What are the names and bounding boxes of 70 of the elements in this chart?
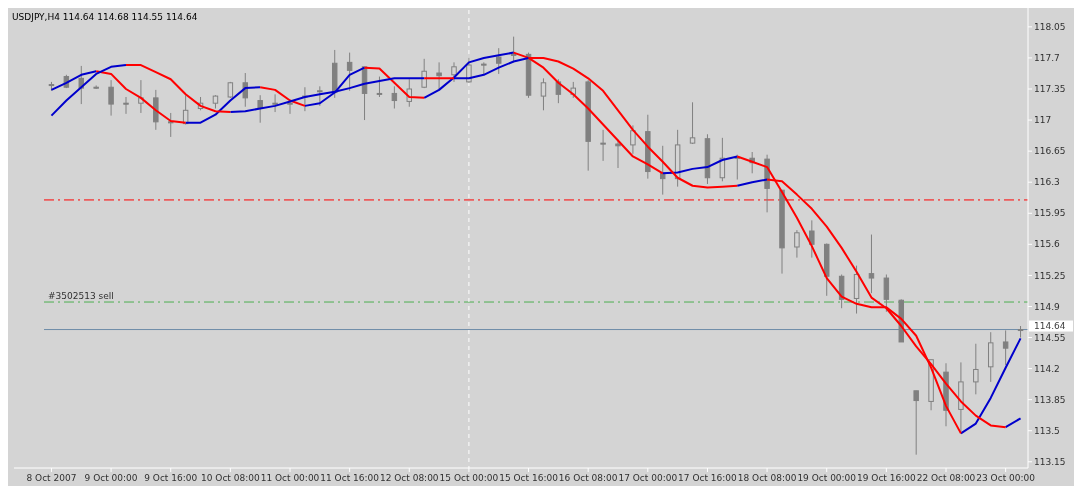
x-tick-label: 23 Oct 00:00: [976, 473, 1036, 483]
x-tick-label: 22 Oct 08:00: [916, 473, 976, 483]
candlestick: [1002, 329, 1009, 366]
candlestick: [883, 274, 890, 313]
candlestick: [809, 219, 815, 259]
y-tick-label: 113.85: [1034, 394, 1066, 405]
candlestick: [987, 331, 994, 383]
ref-line-label: 114.64: [1034, 321, 1066, 332]
candlestick: [973, 343, 979, 395]
candlestick: [555, 78, 562, 104]
candlestick: [376, 76, 383, 98]
candlestick: [138, 79, 144, 114]
candlestick: [257, 94, 263, 124]
candlestick: [391, 85, 398, 110]
y-tick-label: 114.55: [1034, 332, 1066, 343]
candlestick: [108, 79, 114, 117]
candlestick: [630, 124, 636, 155]
y-tick-label: 117: [1034, 115, 1052, 126]
candlestick: [719, 137, 726, 182]
y-tick-label: 113.15: [1034, 456, 1066, 467]
x-tick-label: 17 Oct 00:00: [618, 473, 678, 483]
candlestick: [182, 94, 189, 125]
x-tick-label: 11 Oct 16:00: [320, 473, 380, 483]
candlestick: [346, 52, 353, 92]
y-tick-label: 115.95: [1034, 208, 1066, 219]
x-tick-label: 16 Oct 08:00: [558, 473, 618, 483]
candlestick: [615, 139, 621, 169]
chart-title: USDJPY,H4 114.64 114.68 114.55 114.64: [12, 12, 198, 22]
candlestick: [436, 61, 442, 90]
y-tick-label: 118.05: [1034, 22, 1066, 33]
ref-line-label: #3502513 sell: [48, 291, 114, 302]
candlestick: [540, 77, 547, 111]
candlestick: [317, 85, 323, 107]
x-tick-label: 9 Oct 00:00: [84, 473, 138, 483]
y-tick-label: 117.35: [1034, 84, 1066, 95]
y-tick-label: 113.5: [1034, 425, 1060, 436]
y-tick-label: 116.65: [1034, 146, 1066, 157]
candlestick: [78, 65, 85, 105]
y-tick-label: 114.2: [1034, 363, 1060, 374]
y-tick-label: 114.9: [1034, 301, 1061, 312]
candlestick: [451, 61, 457, 83]
candlestick: [794, 229, 800, 259]
candlestick: [272, 93, 278, 113]
candlestick: [510, 36, 517, 63]
y-tick-label: 115.25: [1034, 270, 1066, 281]
x-tick-label: 15 Oct 16:00: [499, 473, 559, 483]
y-tick-label: 116.3: [1034, 177, 1060, 188]
candlestick: [421, 58, 427, 89]
x-tick-label: 19 Oct 16:00: [857, 473, 916, 483]
x-tick-label: 12 Oct 08:00: [379, 473, 439, 483]
x-tick-label: 18 Oct 08:00: [737, 473, 797, 483]
x-tick-label: 17 Oct 16:00: [678, 473, 738, 483]
x-tick-label: 11 Oct 00:00: [260, 473, 320, 483]
y-tick-label: 115.6: [1034, 239, 1061, 250]
x-tick-label: 9 Oct 16:00: [144, 473, 198, 483]
x-tick-label: 8 Oct 2007: [26, 473, 77, 483]
candlestick: [913, 390, 919, 456]
x-tick-label: 15 Oct 00:00: [439, 473, 499, 483]
candlestick: [659, 145, 666, 196]
candlestick: [689, 101, 696, 145]
candlestick: [123, 96, 129, 115]
candlestick: [495, 47, 502, 75]
candlestick: [466, 57, 472, 84]
candlestick: [868, 234, 875, 294]
candlestick: [153, 89, 159, 131]
x-tick-label: 10 Oct 08:00: [201, 473, 260, 483]
candlestick: [600, 129, 606, 162]
x-tick-label: 19 Oct 00:00: [797, 473, 857, 483]
y-tick-label: 117.7: [1034, 53, 1060, 64]
candlestick: [287, 100, 293, 115]
